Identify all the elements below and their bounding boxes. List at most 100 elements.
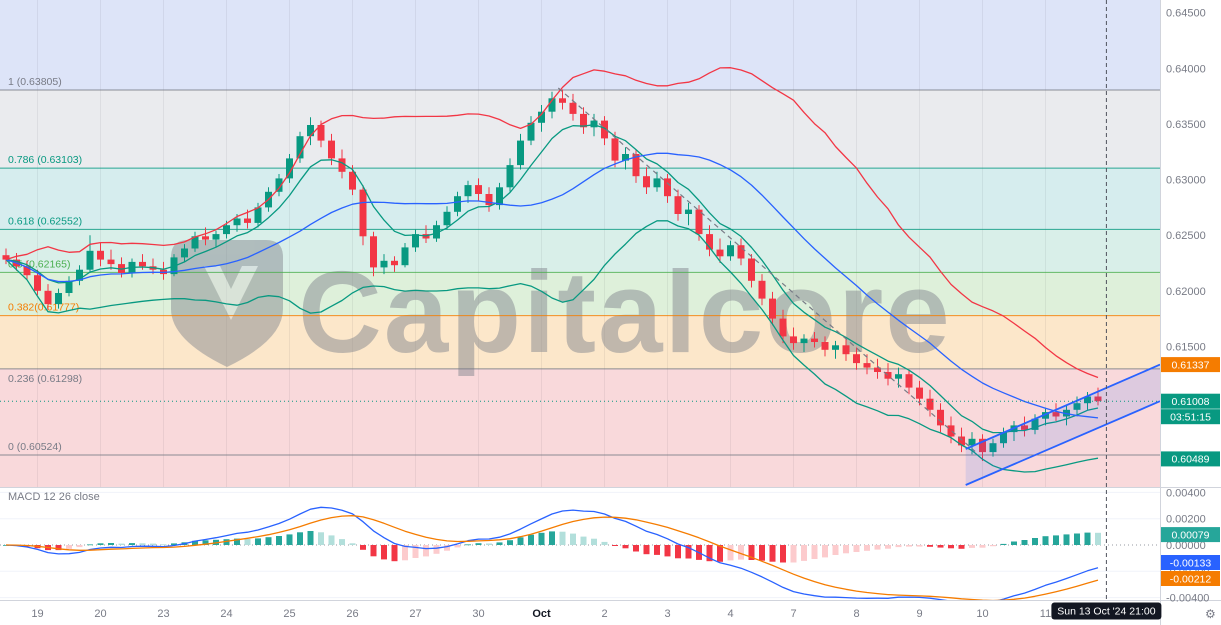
candle-body[interactable]	[44, 290, 52, 305]
candle-body[interactable]	[758, 280, 766, 299]
candle-body[interactable]	[223, 225, 230, 235]
candle-body[interactable]	[821, 342, 829, 350]
candle-body[interactable]	[443, 211, 451, 226]
candle-body[interactable]	[580, 113, 587, 128]
candle-body[interactable]	[559, 98, 566, 103]
candle-body[interactable]	[706, 234, 713, 250]
candle-body[interactable]	[874, 367, 881, 372]
candle-body[interactable]	[947, 425, 955, 437]
macd-pane[interactable]	[0, 488, 1221, 604]
macd-indicator-title[interactable]: MACD 12 26 close	[8, 491, 100, 503]
candle-body[interactable]	[590, 120, 598, 128]
candle-body[interactable]	[1094, 396, 1102, 402]
candle-body[interactable]	[622, 154, 629, 161]
candle-body[interactable]	[391, 260, 398, 266]
candle-body[interactable]	[916, 387, 923, 399]
candle-body[interactable]	[895, 374, 902, 379]
candle-body[interactable]	[905, 374, 913, 388]
candle-body[interactable]	[464, 185, 472, 197]
candle-body[interactable]	[359, 189, 367, 237]
candle-body[interactable]	[97, 250, 104, 260]
candlestick-series[interactable]	[2, 89, 1102, 461]
candle-body[interactable]	[517, 140, 524, 166]
candle-body[interactable]	[769, 298, 776, 319]
candle-body[interactable]	[454, 196, 461, 212]
candle-body[interactable]	[212, 234, 220, 240]
candle-body[interactable]	[233, 218, 241, 226]
candle-body[interactable]	[937, 409, 944, 426]
candle-body[interactable]	[748, 258, 755, 281]
candle-body[interactable]	[884, 372, 892, 379]
candle-body[interactable]	[244, 218, 251, 223]
candle-body[interactable]	[643, 176, 650, 188]
candle-body[interactable]	[380, 260, 388, 268]
candle-body[interactable]	[863, 363, 871, 368]
candle-body[interactable]	[475, 185, 482, 194]
candle-body[interactable]	[496, 187, 503, 206]
candle-body[interactable]	[506, 165, 514, 188]
candle-body[interactable]	[926, 398, 934, 410]
candle-body[interactable]	[338, 158, 346, 172]
ascending-channel-upper-line[interactable]	[965, 363, 1161, 450]
candle-body[interactable]	[296, 136, 304, 159]
candle-body[interactable]	[202, 236, 209, 240]
candle-body[interactable]	[254, 207, 262, 223]
candle-body[interactable]	[181, 248, 188, 258]
candle-body[interactable]	[674, 196, 682, 214]
candle-body[interactable]	[790, 336, 797, 344]
candle-body[interactable]	[275, 178, 283, 192]
candle-body[interactable]	[716, 249, 724, 257]
candle-body[interactable]	[842, 345, 850, 355]
candle-body[interactable]	[1031, 418, 1039, 430]
candle-body[interactable]	[433, 225, 440, 239]
candle-body[interactable]	[632, 154, 640, 177]
candle-body[interactable]	[979, 438, 986, 453]
candle-body[interactable]	[412, 234, 419, 248]
candle-body[interactable]	[76, 269, 83, 281]
ascending-channel-fill[interactable]	[965, 364, 1160, 485]
candle-body[interactable]	[139, 261, 146, 267]
candle-body[interactable]	[317, 125, 325, 141]
candle-body[interactable]	[65, 280, 73, 293]
axis-settings-icon[interactable]: ⚙	[1205, 607, 1216, 621]
candle-body[interactable]	[968, 438, 976, 446]
candle-body[interactable]	[485, 194, 493, 206]
candle-body[interactable]	[653, 178, 661, 188]
candle-body[interactable]	[1052, 412, 1060, 417]
ascending-channel-lower-line[interactable]	[965, 400, 1161, 486]
candle-body[interactable]	[2, 255, 10, 260]
fib-retracement[interactable]: 1 (0.63805) 0.786 (0.63103) 0.618 (0.62552…	[0, 76, 1160, 456]
candle-body[interactable]	[737, 245, 745, 259]
candle-body[interactable]	[1021, 425, 1028, 430]
candle-body[interactable]	[370, 236, 377, 268]
candle-body[interactable]	[727, 245, 734, 257]
candle-body[interactable]	[107, 259, 115, 265]
downtrend-dashed-trendline[interactable]	[557, 87, 976, 452]
candle-body[interactable]	[832, 345, 839, 350]
candle-body[interactable]	[800, 338, 808, 344]
candle-body[interactable]	[1084, 396, 1091, 404]
candle-body[interactable]	[1042, 412, 1049, 419]
candle-body[interactable]	[1000, 432, 1007, 444]
candle-body[interactable]	[538, 111, 545, 123]
candle-body[interactable]	[989, 443, 997, 453]
candle-body[interactable]	[685, 209, 692, 214]
candle-body[interactable]	[527, 122, 535, 141]
candle-body[interactable]	[1073, 403, 1081, 410]
candle-body[interactable]	[349, 171, 356, 190]
candle-body[interactable]	[569, 102, 577, 114]
candle-body[interactable]	[307, 125, 314, 137]
candle-body[interactable]	[86, 250, 94, 270]
candle-body[interactable]	[286, 158, 293, 179]
candle-body[interactable]	[811, 338, 818, 342]
candle-body[interactable]	[958, 436, 965, 446]
candle-body[interactable]	[191, 236, 199, 249]
candle-body[interactable]	[611, 138, 619, 161]
candle-body[interactable]	[34, 275, 41, 291]
candle-body[interactable]	[695, 209, 703, 235]
candle-body[interactable]	[23, 266, 31, 276]
candle-body[interactable]	[401, 247, 409, 266]
candle-body[interactable]	[853, 354, 860, 364]
candle-body[interactable]	[328, 140, 335, 159]
